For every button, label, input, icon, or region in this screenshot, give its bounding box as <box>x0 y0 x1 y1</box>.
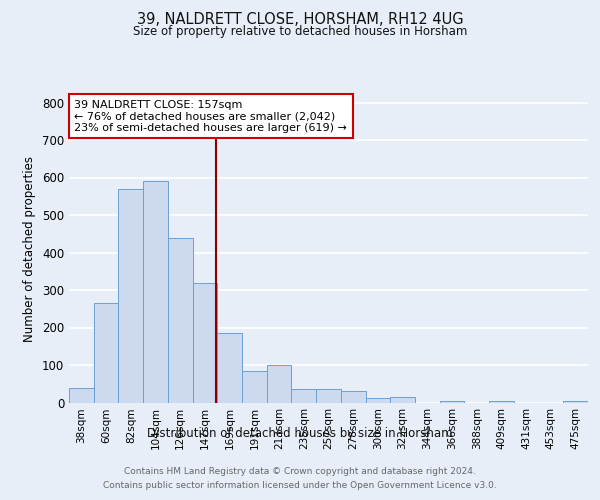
Text: Distribution of detached houses by size in Horsham: Distribution of detached houses by size … <box>147 428 453 440</box>
Bar <box>563 400 588 402</box>
Bar <box>168 238 193 402</box>
Text: Contains public sector information licensed under the Open Government Licence v3: Contains public sector information licen… <box>103 481 497 490</box>
Bar <box>267 365 292 403</box>
Text: Size of property relative to detached houses in Horsham: Size of property relative to detached ho… <box>133 25 467 38</box>
Bar <box>390 397 415 402</box>
Bar <box>94 303 118 402</box>
Bar <box>193 282 217 403</box>
Y-axis label: Number of detached properties: Number of detached properties <box>23 156 37 342</box>
Bar <box>217 333 242 402</box>
Bar <box>341 391 365 402</box>
Bar <box>489 400 514 402</box>
Text: 39 NALDRETT CLOSE: 157sqm
← 76% of detached houses are smaller (2,042)
23% of se: 39 NALDRETT CLOSE: 157sqm ← 76% of detac… <box>74 100 347 133</box>
Bar <box>143 181 168 402</box>
Bar <box>118 188 143 402</box>
Bar <box>365 398 390 402</box>
Bar <box>242 370 267 402</box>
Text: 39, NALDRETT CLOSE, HORSHAM, RH12 4UG: 39, NALDRETT CLOSE, HORSHAM, RH12 4UG <box>137 12 463 28</box>
Bar <box>440 400 464 402</box>
Text: Contains HM Land Registry data © Crown copyright and database right 2024.: Contains HM Land Registry data © Crown c… <box>124 468 476 476</box>
Bar <box>69 388 94 402</box>
Bar <box>292 388 316 402</box>
Bar <box>316 388 341 402</box>
